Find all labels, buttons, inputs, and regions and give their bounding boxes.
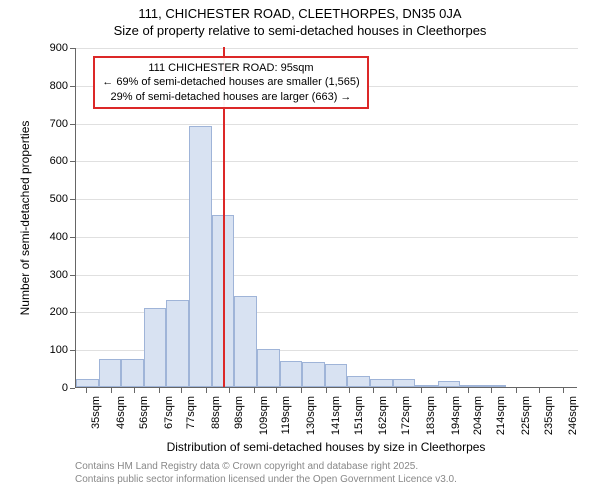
gridline-h xyxy=(76,275,578,276)
xtick-mark xyxy=(491,388,492,393)
ytick-mark xyxy=(70,275,75,276)
ytick-mark xyxy=(70,350,75,351)
histogram-bar xyxy=(347,376,370,387)
y-axis-label: Number of semi-detached properties xyxy=(18,108,32,328)
gridline-h xyxy=(76,124,578,125)
histogram-bar xyxy=(144,308,167,387)
histogram-bar xyxy=(166,300,189,387)
xtick-mark xyxy=(86,388,87,393)
gridline-h xyxy=(76,48,578,49)
histogram-bar xyxy=(76,379,99,387)
xtick-mark xyxy=(446,388,447,393)
ytick-label: 700 xyxy=(40,118,68,130)
xtick-label: 67sqm xyxy=(163,396,175,444)
xtick-mark xyxy=(111,388,112,393)
ytick-label: 800 xyxy=(40,80,68,92)
histogram-bar xyxy=(280,361,303,387)
footer-attribution: Contains HM Land Registry data © Crown c… xyxy=(75,460,457,486)
xtick-mark xyxy=(349,388,350,393)
histogram-bar xyxy=(99,359,122,387)
ytick-label: 600 xyxy=(40,155,68,167)
xtick-label: 183sqm xyxy=(425,396,437,444)
xtick-mark xyxy=(421,388,422,393)
xtick-label: 56sqm xyxy=(138,396,150,444)
xtick-mark xyxy=(326,388,327,393)
xtick-mark xyxy=(301,388,302,393)
footer-line-2: Contains public sector information licen… xyxy=(75,473,457,486)
xtick-label: 88sqm xyxy=(210,396,222,444)
xtick-label: 141sqm xyxy=(330,396,342,444)
ytick-mark xyxy=(70,48,75,49)
ytick-mark xyxy=(70,388,75,389)
xtick-mark xyxy=(396,388,397,393)
xtick-label: 225sqm xyxy=(520,396,532,444)
xtick-mark xyxy=(276,388,277,393)
ytick-mark xyxy=(70,237,75,238)
annotation-line-2: ← 69% of semi-detached houses are smalle… xyxy=(101,75,361,89)
xtick-mark xyxy=(159,388,160,393)
xtick-label: 246sqm xyxy=(567,396,579,444)
histogram-bar xyxy=(189,126,212,387)
histogram-bar xyxy=(370,379,393,387)
xtick-label: 151sqm xyxy=(353,396,365,444)
histogram-bar xyxy=(234,296,257,387)
ytick-label: 400 xyxy=(40,231,68,243)
ytick-label: 0 xyxy=(40,382,68,394)
xtick-label: 130sqm xyxy=(305,396,317,444)
xtick-label: 46sqm xyxy=(115,396,127,444)
title-line-1: 111, CHICHESTER ROAD, CLEETHORPES, DN35 … xyxy=(0,6,600,21)
ytick-label: 200 xyxy=(40,306,68,318)
xtick-label: 194sqm xyxy=(450,396,462,444)
xtick-mark xyxy=(229,388,230,393)
histogram-bar xyxy=(121,359,144,387)
ytick-label: 900 xyxy=(40,42,68,54)
xtick-mark xyxy=(563,388,564,393)
xtick-label: 172sqm xyxy=(400,396,412,444)
ytick-label: 100 xyxy=(40,344,68,356)
xtick-label: 77sqm xyxy=(185,396,197,444)
xtick-mark xyxy=(373,388,374,393)
histogram-bar xyxy=(302,362,325,387)
ytick-mark xyxy=(70,124,75,125)
xtick-mark xyxy=(254,388,255,393)
ytick-mark xyxy=(70,86,75,87)
ytick-mark xyxy=(70,312,75,313)
xtick-mark xyxy=(539,388,540,393)
gridline-h xyxy=(76,199,578,200)
ytick-mark xyxy=(70,199,75,200)
title-line-2: Size of property relative to semi-detach… xyxy=(0,23,600,38)
plot-area: 111 CHICHESTER ROAD: 95sqm← 69% of semi-… xyxy=(75,48,577,388)
histogram-bar xyxy=(483,385,506,387)
histogram-bar xyxy=(460,385,483,387)
gridline-h xyxy=(76,237,578,238)
xtick-label: 214sqm xyxy=(495,396,507,444)
xtick-mark xyxy=(181,388,182,393)
chart-container: 111, CHICHESTER ROAD, CLEETHORPES, DN35 … xyxy=(0,0,600,500)
ytick-mark xyxy=(70,161,75,162)
xtick-label: 235sqm xyxy=(543,396,555,444)
xtick-label: 204sqm xyxy=(472,396,484,444)
xtick-mark xyxy=(516,388,517,393)
xtick-mark xyxy=(134,388,135,393)
xtick-label: 119sqm xyxy=(280,396,292,444)
xtick-label: 35sqm xyxy=(90,396,102,444)
histogram-bar xyxy=(415,385,438,387)
histogram-bar xyxy=(393,379,416,387)
xtick-mark xyxy=(206,388,207,393)
annotation-line-1: 111 CHICHESTER ROAD: 95sqm xyxy=(101,61,361,75)
histogram-bar xyxy=(257,349,280,387)
xtick-label: 162sqm xyxy=(377,396,389,444)
annotation-line-3: 29% of semi-detached houses are larger (… xyxy=(101,90,361,104)
xtick-mark xyxy=(468,388,469,393)
footer-line-1: Contains HM Land Registry data © Crown c… xyxy=(75,460,457,473)
annotation-box: 111 CHICHESTER ROAD: 95sqm← 69% of semi-… xyxy=(93,56,369,109)
xtick-label: 109sqm xyxy=(258,396,270,444)
gridline-h xyxy=(76,161,578,162)
ytick-label: 500 xyxy=(40,193,68,205)
ytick-label: 300 xyxy=(40,269,68,281)
xtick-label: 98sqm xyxy=(233,396,245,444)
histogram-bar xyxy=(438,381,461,387)
histogram-bar xyxy=(325,364,348,387)
